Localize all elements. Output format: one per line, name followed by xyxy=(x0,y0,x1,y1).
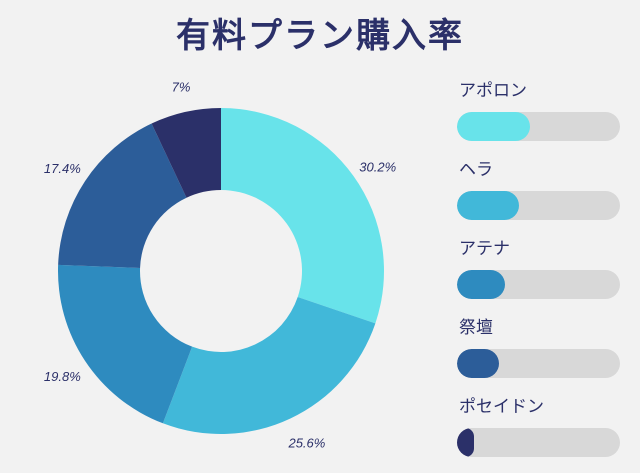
legend-bar-fill-4 xyxy=(457,349,500,378)
legend-bar-fill-3 xyxy=(457,270,506,299)
legend-label-4: 祭壇 xyxy=(459,318,493,338)
legend-label-2: ヘラ xyxy=(459,160,493,180)
legend-label-5: ポセイドン xyxy=(459,397,544,417)
slice-label-4: 17.4% xyxy=(44,161,81,176)
legend-bar-track-1 xyxy=(457,112,620,141)
slice-label-2: 25.6% xyxy=(287,436,325,451)
legend-bar-track-4 xyxy=(457,349,620,378)
legend-bar-track-3 xyxy=(457,270,620,299)
donut-slice-3 xyxy=(57,264,193,424)
legend-bar-track-5 xyxy=(457,428,620,457)
donut-slice-2 xyxy=(162,296,376,434)
legend-bar-fill-5 xyxy=(457,428,474,457)
legend-bar-fill-1 xyxy=(457,112,531,141)
legend-bar-fill-2 xyxy=(457,191,520,220)
slice-label-5: 7% xyxy=(172,79,191,94)
legend-label-1: アポロン xyxy=(459,81,527,101)
chart-title: 有料プラン購入率 xyxy=(176,16,464,56)
legend-label-3: アテナ xyxy=(459,239,510,259)
slice-label-1: 30.2% xyxy=(359,159,396,174)
legend-bar-track-2 xyxy=(457,191,620,220)
slice-label-3: 19.8% xyxy=(44,369,81,384)
donut-slice-5 xyxy=(151,108,221,198)
donut-slice-1 xyxy=(221,108,384,324)
donut-slice-4 xyxy=(58,123,187,268)
